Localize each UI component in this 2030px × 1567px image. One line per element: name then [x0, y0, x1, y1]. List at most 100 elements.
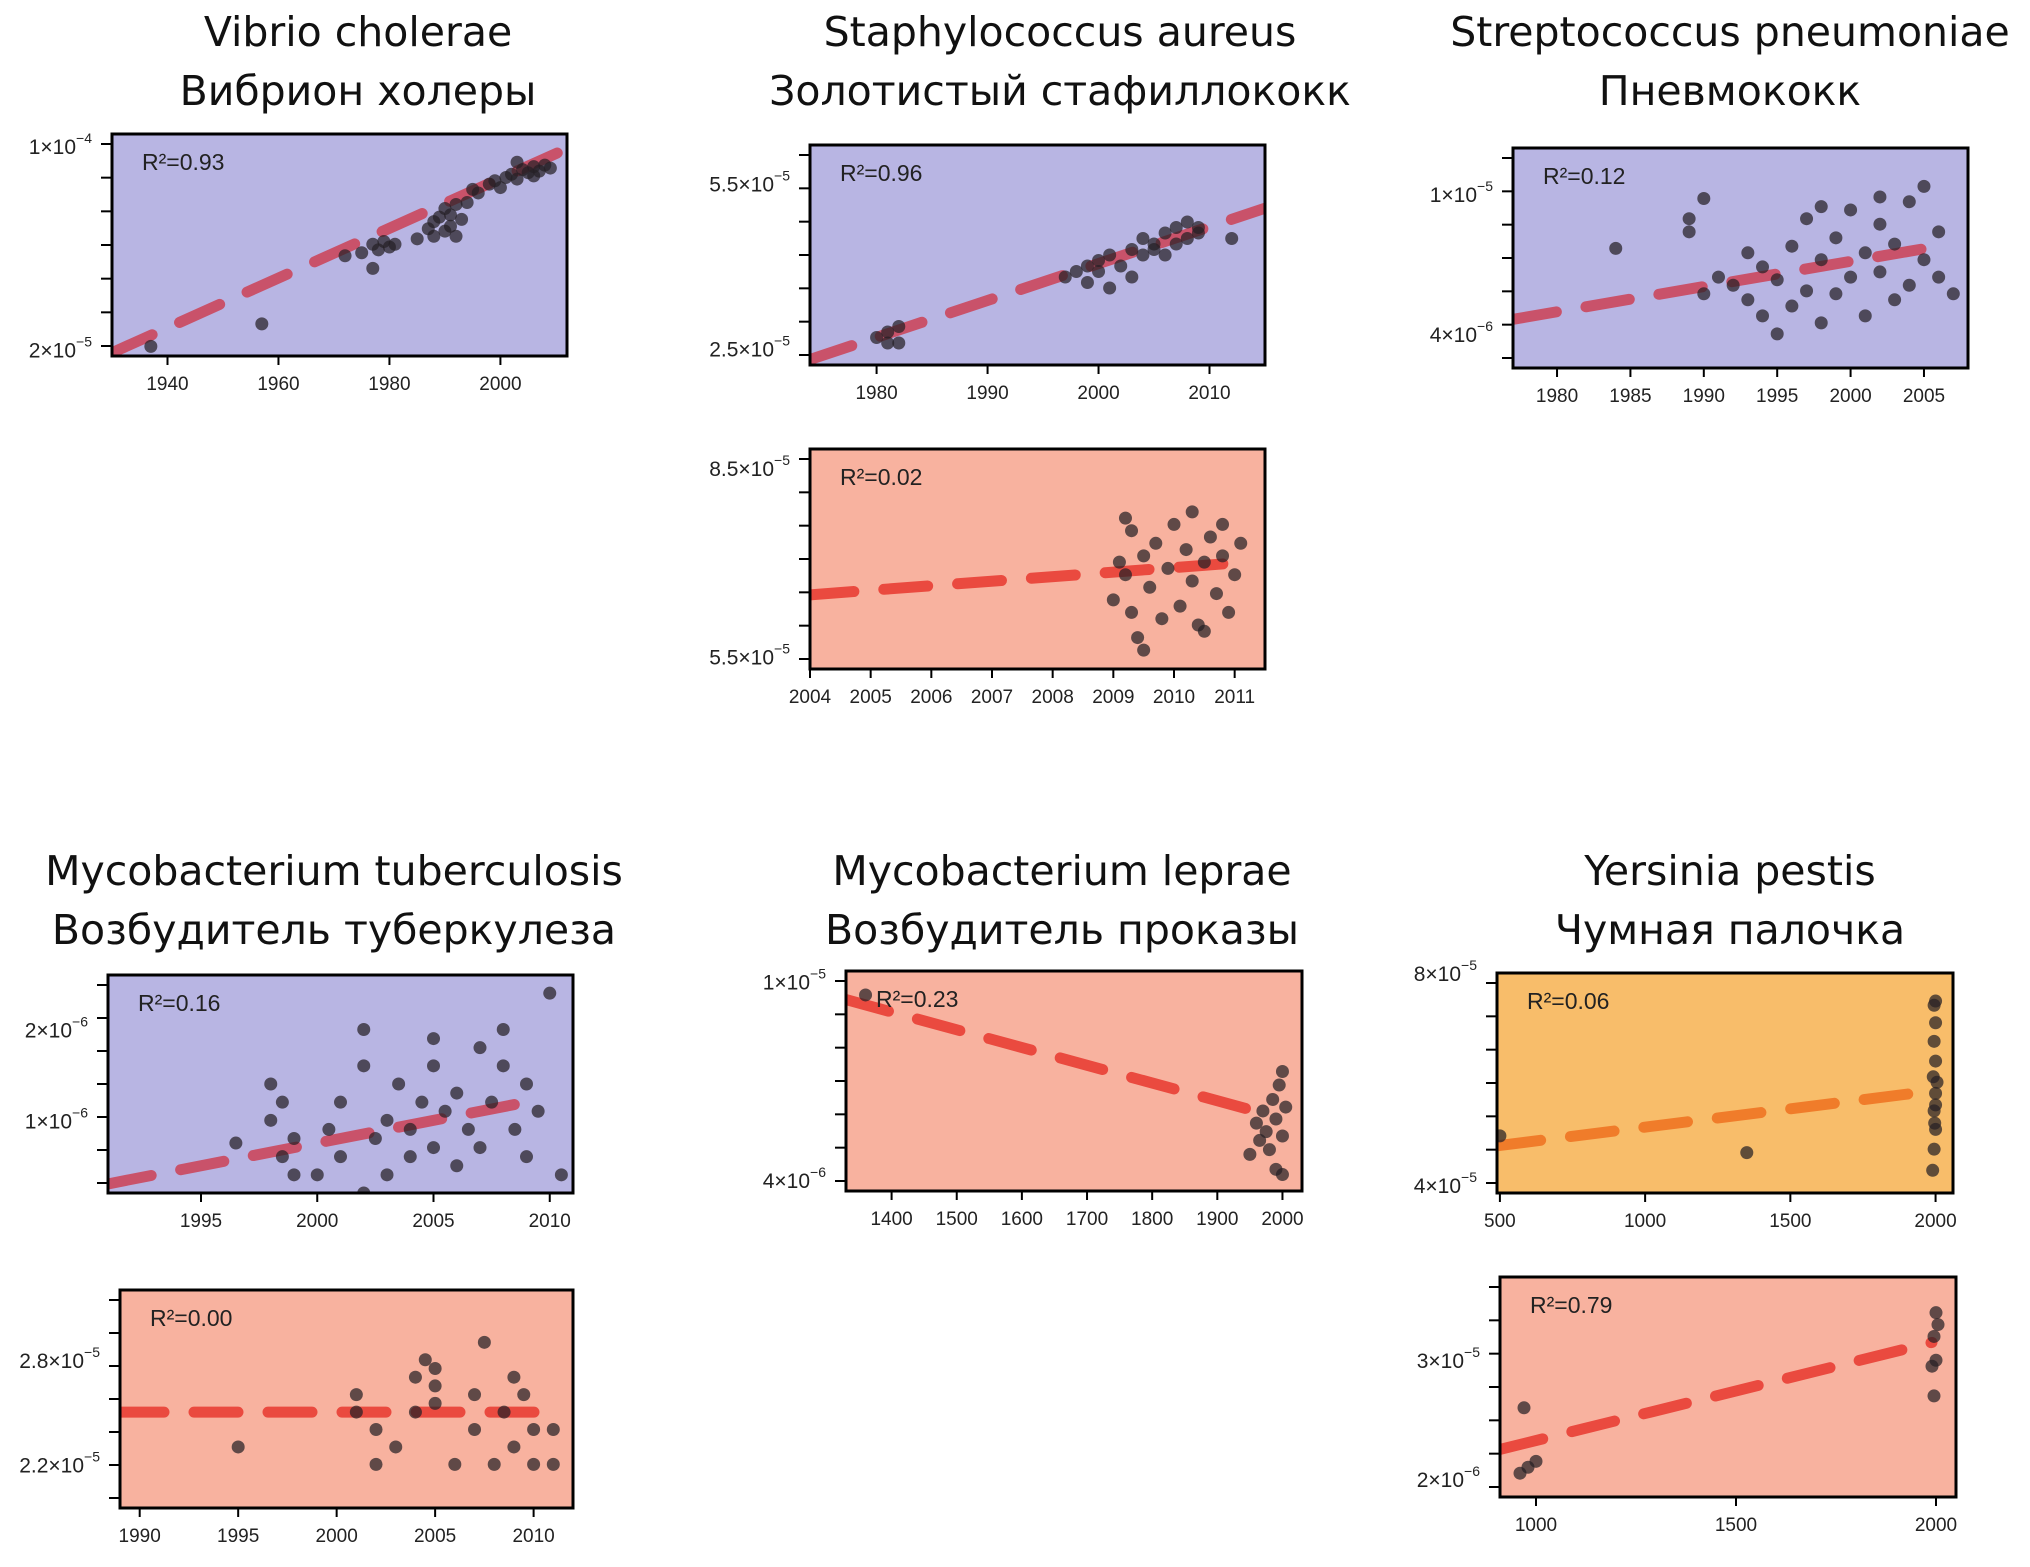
- data-point: [468, 1388, 482, 1402]
- data-point: [1917, 253, 1931, 267]
- data-point: [473, 1041, 487, 1055]
- data-point: [369, 1423, 383, 1437]
- chart-panel-3: Streptococcus pneumoniae Пневмококк R²=0.1…: [1430, 8, 2010, 407]
- data-point: [510, 172, 524, 186]
- y-tick-label: 1×10−5: [763, 966, 826, 995]
- data-point: [520, 1150, 533, 1164]
- data-point: [1873, 217, 1887, 231]
- data-point: [1829, 231, 1843, 245]
- chart-panel-4: R²=0.02 2004 2005 2006 2007 2008 2009 2010 2011 8…: [709, 447, 1267, 708]
- r-squared-label: R²=0.16: [138, 990, 220, 1016]
- x-tick-label: 2000: [1829, 386, 1871, 407]
- chart-panel-5: Mycobacterium tuberculosis Возбудитель ту…: [25, 847, 623, 1232]
- data-point: [1929, 1086, 1943, 1100]
- data-point: [1927, 1142, 1941, 1156]
- data-point: [1185, 574, 1199, 588]
- data-point: [1249, 1116, 1263, 1130]
- x-tick-label: 1995: [180, 1211, 222, 1232]
- data-point: [1269, 1112, 1283, 1126]
- data-point: [369, 1457, 383, 1471]
- x-tick-label: 2010: [512, 1526, 554, 1547]
- data-point: [1873, 190, 1887, 204]
- data-point: [1143, 580, 1157, 594]
- chart-title-line-2: Чумная палочка: [1555, 906, 1905, 954]
- data-point: [485, 1095, 499, 1109]
- data-point: [1844, 270, 1858, 284]
- data-point: [264, 1113, 278, 1127]
- data-point: [527, 1457, 541, 1471]
- data-point: [1814, 200, 1828, 214]
- x-tick-label: 2009: [1092, 687, 1134, 708]
- x-tick-label: 1985: [1609, 386, 1651, 407]
- data-point: [527, 169, 541, 183]
- r-squared-label: R²=0.00: [150, 1305, 232, 1331]
- data-point: [1682, 225, 1696, 239]
- x-tick-label: 1600: [1001, 1209, 1043, 1230]
- r-squared-label: R²=0.06: [1527, 988, 1609, 1014]
- x-tick-label: 2005: [412, 1211, 454, 1232]
- data-point: [1158, 226, 1172, 240]
- data-point: [1279, 1100, 1293, 1114]
- data-point: [287, 1132, 301, 1145]
- chart-title-line-2: Вибрион холеры: [180, 67, 537, 115]
- data-point: [1180, 215, 1194, 229]
- data-point: [1927, 1034, 1941, 1048]
- data-point: [1216, 517, 1230, 531]
- data-point: [1197, 624, 1211, 638]
- data-point: [1946, 287, 1960, 301]
- data-point: [255, 317, 269, 331]
- data-point: [1785, 299, 1799, 313]
- x-tick-label: 2000: [1077, 383, 1119, 404]
- data-point: [1814, 253, 1828, 267]
- chart-title-line-1: Mycobacterium tuberculosis: [45, 847, 623, 895]
- data-point: [520, 1077, 533, 1091]
- data-point: [366, 261, 380, 275]
- data-point: [527, 1423, 541, 1437]
- data-point: [554, 1168, 568, 1182]
- data-point: [310, 1168, 324, 1182]
- data-point: [1697, 287, 1711, 301]
- x-tick-label: 2000: [316, 1526, 358, 1547]
- y-tick-label: 4×10−6: [763, 1164, 826, 1193]
- data-point: [380, 1113, 394, 1127]
- data-point: [1931, 1318, 1945, 1332]
- data-point: [1266, 1092, 1280, 1106]
- x-tick-label: 2007: [971, 687, 1013, 708]
- data-point: [1917, 179, 1931, 193]
- data-point: [275, 1150, 289, 1164]
- data-point: [415, 1095, 429, 1109]
- data-point: [357, 1186, 371, 1193]
- data-point: [322, 1122, 336, 1136]
- r-squared-label: R²=0.23: [876, 986, 958, 1012]
- data-point: [144, 339, 158, 353]
- data-point: [389, 1440, 403, 1454]
- data-point: [1203, 530, 1217, 544]
- x-tick-label: 1800: [1131, 1209, 1173, 1230]
- data-point: [1902, 278, 1916, 292]
- data-point: [408, 1405, 422, 1419]
- x-tick-label: 1900: [1196, 1209, 1238, 1230]
- data-point: [543, 986, 557, 1000]
- data-point: [497, 1405, 511, 1419]
- data-point: [334, 1095, 347, 1109]
- data-point: [1272, 1078, 1286, 1092]
- data-point: [1147, 237, 1161, 251]
- data-point: [1167, 517, 1181, 531]
- data-point: [1262, 1143, 1276, 1157]
- chart-panel-2: Staphylococcus aureus Золотистый стафилло…: [709, 8, 1351, 404]
- chart-title-line-2: Пневмококк: [1599, 67, 1861, 115]
- data-point: [1125, 270, 1139, 284]
- data-point: [1929, 1098, 1943, 1112]
- data-point: [870, 331, 884, 344]
- data-point: [1741, 246, 1755, 260]
- data-point: [231, 1440, 245, 1454]
- data-point: [1103, 281, 1117, 295]
- y-tick-label: 1×10−4: [29, 130, 92, 159]
- data-point: [1785, 239, 1799, 253]
- data-point: [357, 1023, 371, 1036]
- data-point: [403, 1122, 417, 1136]
- data-point: [287, 1168, 301, 1182]
- data-point: [1234, 536, 1248, 550]
- data-point: [1155, 612, 1169, 626]
